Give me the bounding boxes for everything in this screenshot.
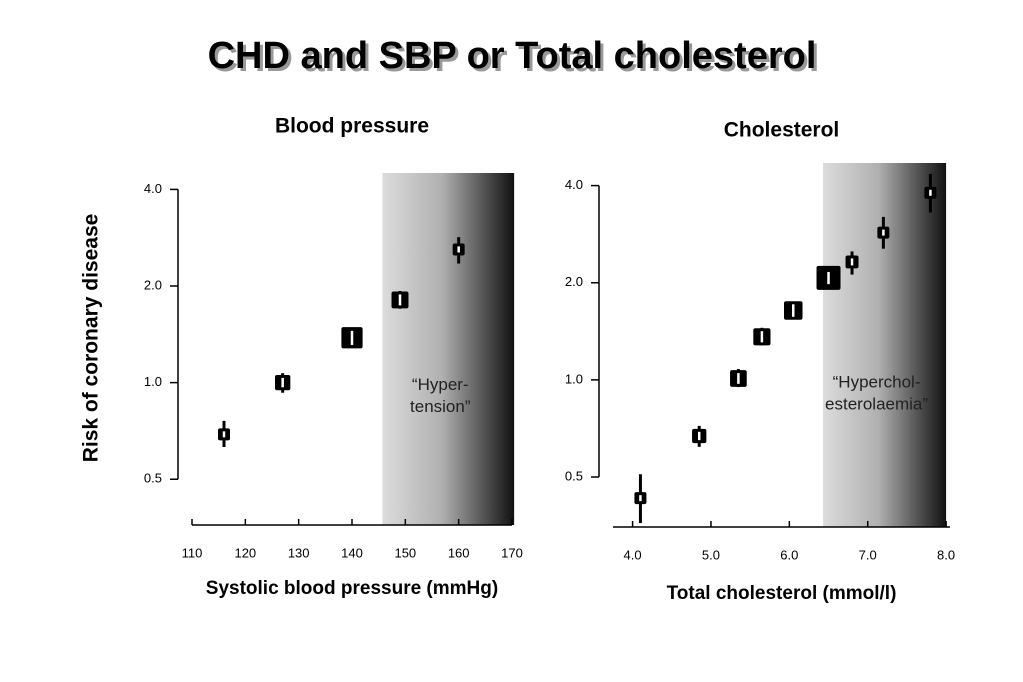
shade-label: “Hyper- (412, 375, 469, 394)
y-tick-label: 1.0 (565, 371, 583, 386)
y-tick-label: 2.0 (565, 274, 583, 289)
y-axis-label: Risk of coronary disease (80, 214, 103, 463)
x-tick-label: 170 (501, 545, 523, 560)
chart-title: Blood pressure (275, 115, 429, 138)
x-tick-label: 140 (341, 545, 363, 560)
shade-label: esterolaemia” (825, 394, 928, 413)
shaded-region (382, 173, 515, 525)
x-tick-label: 120 (234, 545, 256, 560)
chart-title: Cholesterol (724, 119, 840, 142)
y-tick-label: 2.0 (144, 277, 162, 292)
x-tick-label: 7.0 (859, 547, 877, 562)
title: CHD and SBP or Total cholesterol (208, 35, 817, 77)
x-axis-label: Total cholesterol (mmol/l) (667, 583, 897, 604)
x-tick-label: 160 (448, 545, 470, 560)
y-tick-label: 0.5 (144, 471, 162, 486)
x-tick-label: 6.0 (780, 547, 798, 562)
y-tick-label: 1.0 (144, 374, 162, 389)
y-tick-label: 4.0 (144, 181, 162, 196)
shade-label: tension” (410, 397, 471, 416)
y-tick-label: 4.0 (565, 177, 583, 192)
x-tick-label: 8.0 (937, 547, 955, 562)
title-shadow: CHD and SBP or Total cholesterol (211, 38, 820, 80)
y-tick-label: 0.5 (565, 468, 583, 483)
x-tick-label: 130 (288, 545, 310, 560)
x-tick-label: 4.0 (624, 547, 642, 562)
x-tick-label: 110 (182, 545, 203, 560)
x-axis-label: Systolic blood pressure (mmHg) (206, 578, 498, 599)
shade-label: “Hyperchol- (833, 372, 921, 391)
x-tick-label: 150 (394, 545, 416, 560)
x-tick-label: 5.0 (702, 547, 720, 562)
